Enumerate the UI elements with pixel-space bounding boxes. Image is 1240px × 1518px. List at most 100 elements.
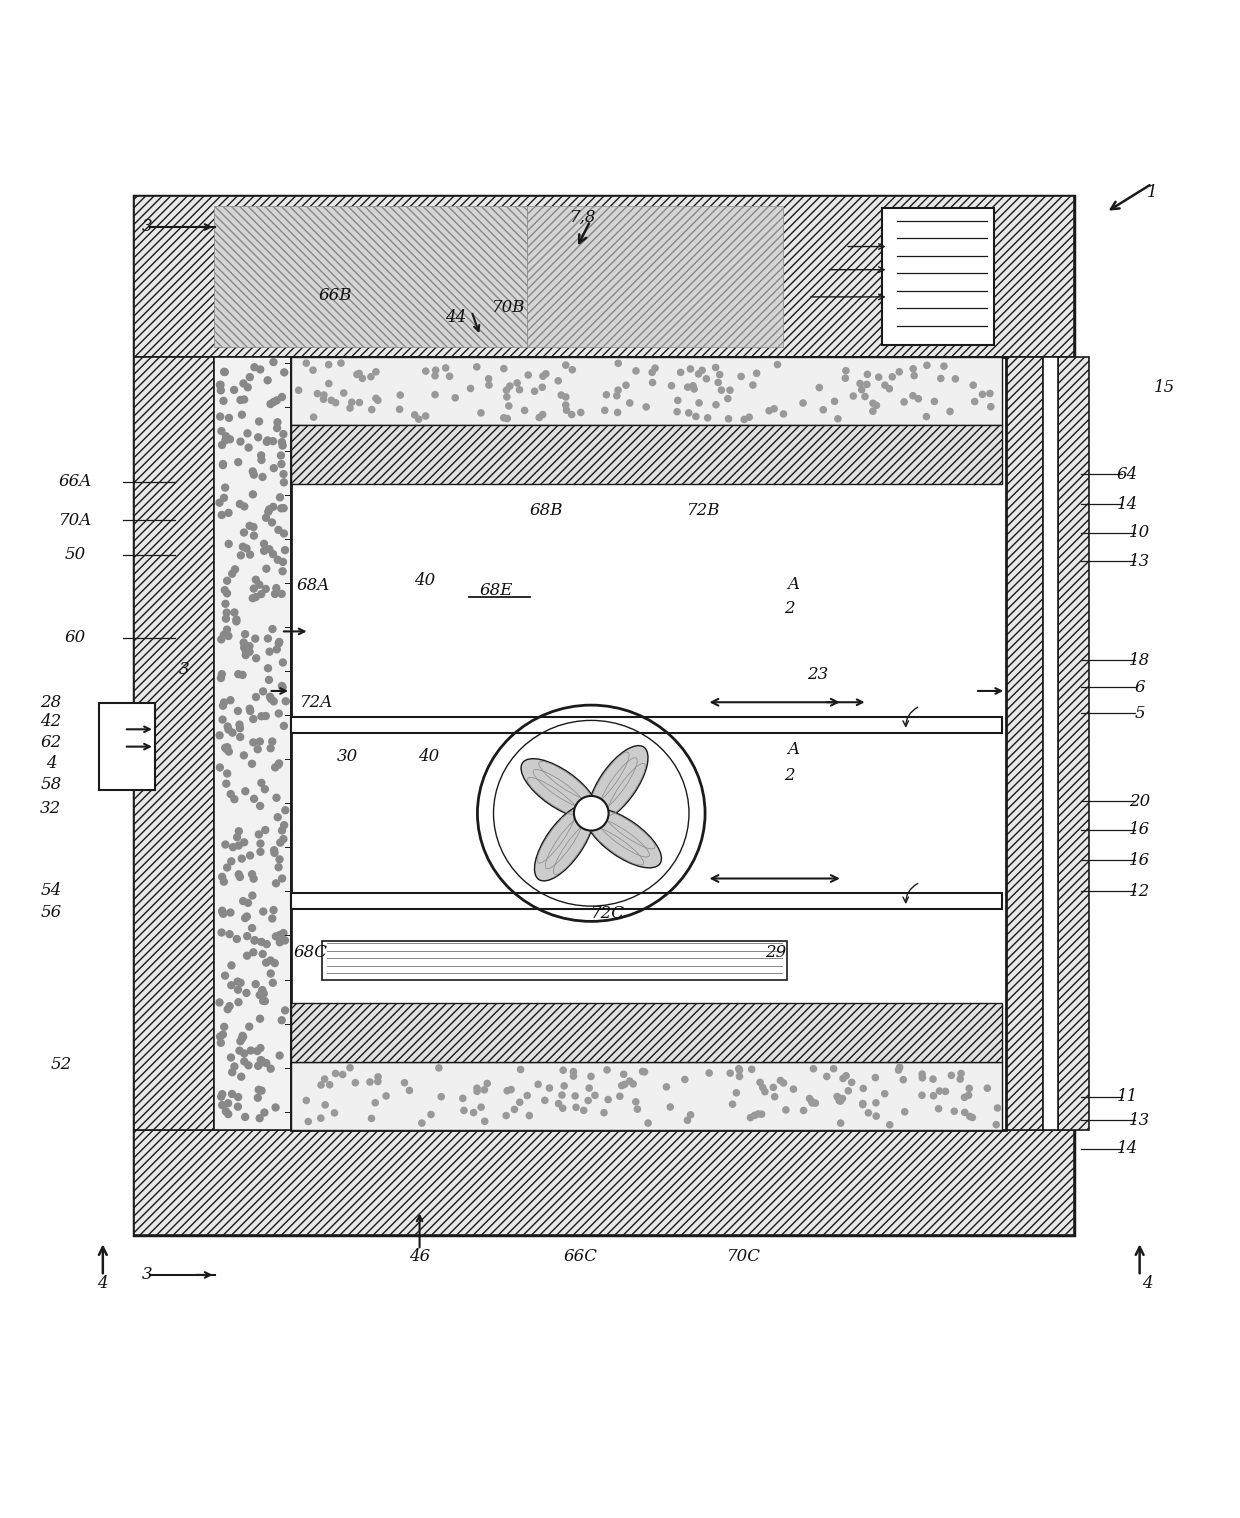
Text: 4: 4: [1142, 1275, 1152, 1292]
Circle shape: [218, 442, 226, 448]
Circle shape: [942, 1088, 949, 1094]
Text: 5: 5: [1135, 704, 1145, 721]
Circle shape: [279, 685, 286, 691]
Circle shape: [219, 716, 226, 723]
Circle shape: [257, 991, 263, 999]
Circle shape: [713, 364, 719, 370]
Text: 7,8: 7,8: [569, 208, 596, 226]
Circle shape: [837, 1120, 843, 1126]
Circle shape: [257, 1114, 263, 1122]
Circle shape: [218, 636, 224, 642]
Circle shape: [241, 639, 247, 647]
Circle shape: [233, 616, 239, 622]
Circle shape: [766, 408, 773, 414]
Circle shape: [843, 367, 849, 373]
Circle shape: [641, 1069, 647, 1075]
Circle shape: [223, 609, 231, 616]
Circle shape: [244, 384, 252, 390]
Circle shape: [780, 411, 786, 417]
Circle shape: [961, 1094, 967, 1101]
Circle shape: [569, 411, 575, 417]
Circle shape: [446, 373, 453, 380]
Circle shape: [228, 982, 234, 988]
Circle shape: [247, 551, 253, 559]
Bar: [215, 357, 291, 1131]
Circle shape: [911, 372, 918, 378]
Circle shape: [580, 1107, 587, 1113]
Circle shape: [217, 381, 223, 389]
Circle shape: [556, 378, 562, 384]
Circle shape: [272, 764, 279, 771]
Circle shape: [517, 1067, 523, 1073]
Circle shape: [959, 1070, 965, 1076]
Circle shape: [481, 1119, 487, 1125]
Circle shape: [272, 591, 279, 598]
Circle shape: [635, 1107, 641, 1113]
Circle shape: [367, 1079, 373, 1085]
Circle shape: [503, 1113, 510, 1119]
Circle shape: [967, 1113, 973, 1119]
Circle shape: [314, 390, 320, 396]
Text: 62: 62: [40, 735, 62, 751]
Circle shape: [305, 1119, 311, 1125]
Circle shape: [750, 383, 756, 389]
Circle shape: [239, 897, 247, 905]
Circle shape: [842, 375, 848, 381]
Circle shape: [503, 387, 510, 393]
Circle shape: [901, 399, 908, 405]
Circle shape: [249, 468, 257, 475]
Circle shape: [267, 401, 274, 407]
Circle shape: [919, 1072, 925, 1078]
Circle shape: [241, 380, 247, 387]
Circle shape: [258, 779, 265, 786]
Circle shape: [563, 402, 569, 408]
Circle shape: [242, 915, 248, 921]
Circle shape: [221, 369, 228, 375]
Circle shape: [222, 433, 229, 440]
Bar: [99, 703, 155, 789]
Circle shape: [237, 553, 244, 559]
Circle shape: [279, 559, 286, 565]
Circle shape: [432, 392, 438, 398]
Circle shape: [771, 405, 777, 411]
Circle shape: [241, 502, 248, 510]
Circle shape: [250, 937, 258, 944]
Circle shape: [481, 1087, 487, 1093]
Circle shape: [257, 803, 264, 809]
Circle shape: [423, 413, 429, 419]
Circle shape: [229, 729, 236, 736]
Circle shape: [269, 519, 275, 525]
Circle shape: [703, 375, 709, 383]
Circle shape: [667, 1104, 673, 1110]
Circle shape: [250, 949, 257, 956]
Circle shape: [279, 659, 286, 666]
Circle shape: [652, 364, 658, 372]
Circle shape: [353, 372, 360, 378]
Circle shape: [536, 414, 542, 420]
Circle shape: [273, 794, 280, 802]
Circle shape: [233, 935, 241, 943]
Circle shape: [232, 566, 238, 572]
Text: A: A: [787, 741, 800, 757]
Circle shape: [238, 1073, 244, 1081]
Circle shape: [682, 1076, 688, 1082]
Circle shape: [272, 959, 278, 967]
Circle shape: [255, 417, 263, 425]
Circle shape: [368, 407, 374, 413]
Circle shape: [304, 1098, 310, 1104]
Circle shape: [900, 1076, 906, 1082]
Circle shape: [280, 431, 286, 437]
Circle shape: [234, 458, 242, 466]
Circle shape: [257, 1057, 264, 1064]
Circle shape: [486, 383, 492, 389]
Circle shape: [615, 387, 621, 393]
Circle shape: [433, 367, 439, 373]
Circle shape: [221, 879, 227, 885]
Circle shape: [221, 586, 228, 594]
Circle shape: [573, 1104, 579, 1110]
Circle shape: [227, 909, 234, 915]
Circle shape: [696, 370, 702, 376]
Circle shape: [264, 665, 272, 671]
Circle shape: [423, 367, 429, 375]
Circle shape: [275, 639, 283, 645]
